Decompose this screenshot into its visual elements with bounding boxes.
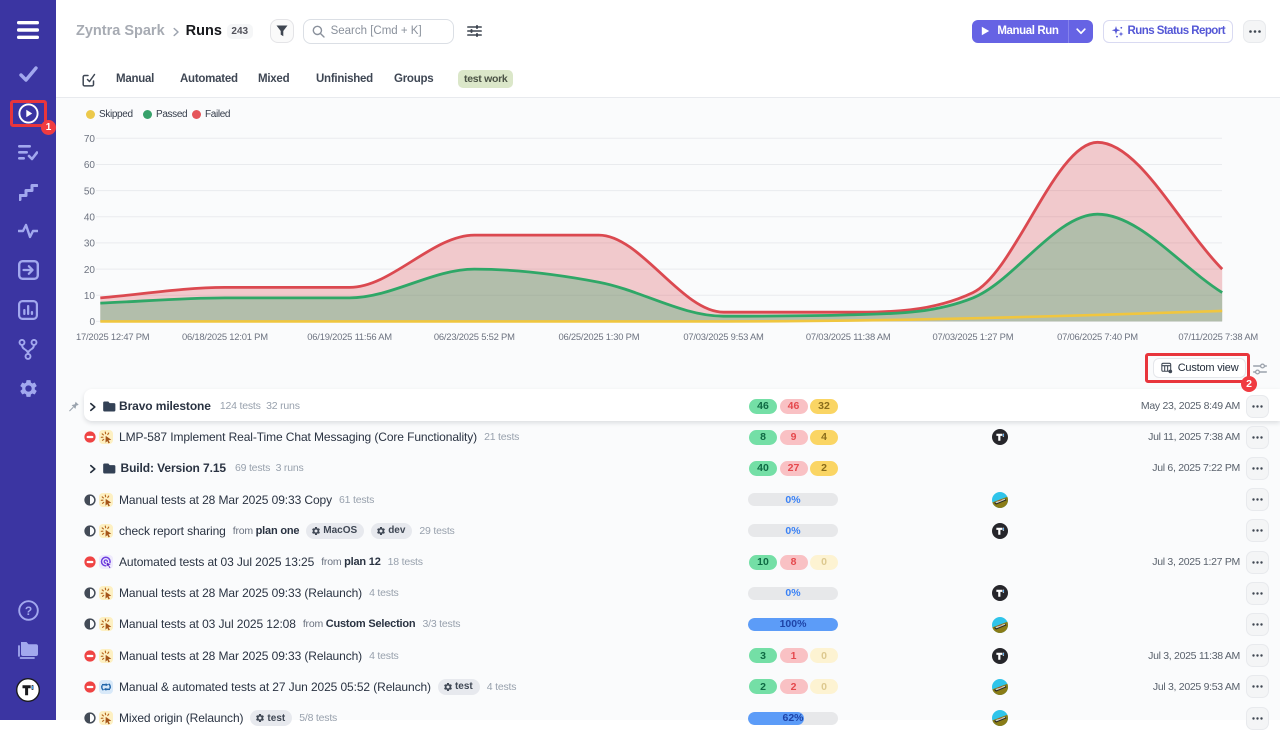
- svg-text:?: ?: [24, 604, 31, 618]
- svg-text:17/2025 12:47 PM: 17/2025 12:47 PM: [76, 331, 150, 342]
- svg-text:07/03/2025 11:38 AM: 07/03/2025 11:38 AM: [806, 331, 891, 342]
- svg-text:10: 10: [84, 291, 96, 302]
- svg-text:40: 40: [84, 213, 96, 224]
- svg-text:06/25/2025 1:30 PM: 06/25/2025 1:30 PM: [558, 331, 639, 342]
- svg-text:06/19/2025 11:56 AM: 06/19/2025 11:56 AM: [307, 331, 392, 342]
- svg-text:07/11/2025 7:38 AM: 07/11/2025 7:38 AM: [1178, 331, 1258, 342]
- svg-text:07/03/2025 9:53 AM: 07/03/2025 9:53 AM: [683, 331, 764, 342]
- svg-text:07/06/2025 7:40 PM: 07/06/2025 7:40 PM: [1057, 331, 1138, 342]
- svg-text:0: 0: [89, 317, 95, 328]
- svg-text:20: 20: [84, 265, 96, 276]
- svg-text:70: 70: [84, 134, 96, 145]
- svg-text:30: 30: [84, 239, 96, 250]
- svg-text:06/18/2025 12:01 PM: 06/18/2025 12:01 PM: [182, 331, 268, 342]
- svg-text:60: 60: [84, 160, 96, 171]
- svg-text:07/03/2025 1:27 PM: 07/03/2025 1:27 PM: [932, 331, 1013, 342]
- svg-text:50: 50: [84, 186, 96, 197]
- svg-text:06/23/2025 5:52 PM: 06/23/2025 5:52 PM: [434, 331, 515, 342]
